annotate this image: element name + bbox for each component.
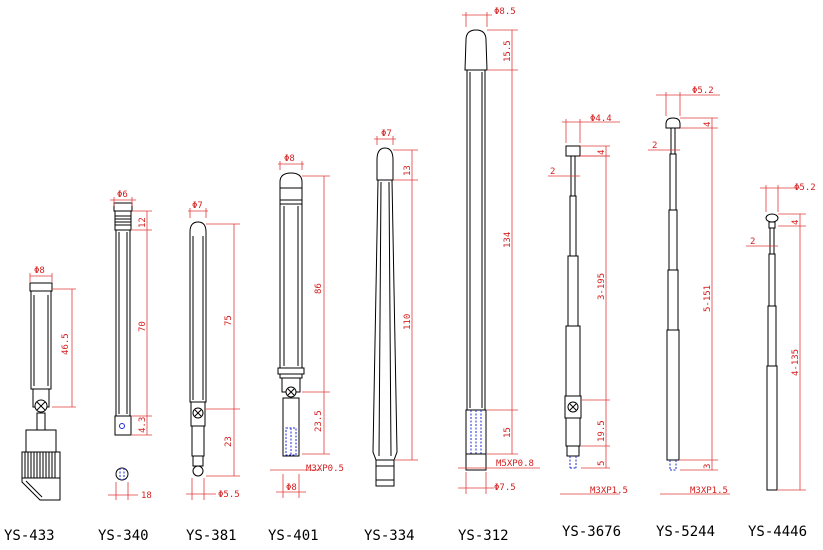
dim-lower: 23.5 [314, 410, 324, 432]
dim-length: 110 [403, 314, 413, 330]
dim-length: 134 [503, 232, 513, 248]
antenna-ys-334: Φ7 13 110 YS-334 [364, 129, 418, 544]
dim-diameter: Φ6 [117, 190, 128, 200]
dim-length: 5-151 [703, 285, 713, 312]
model-label: YS-401 [268, 528, 319, 544]
dim-top: 4 [791, 220, 801, 225]
dim-top: 4 [703, 122, 713, 127]
antenna-ys-4446: Φ5.2 4 2 4-135 YS-4446 [746, 183, 816, 540]
dim-lower: 19.5 [597, 420, 607, 442]
dim-lower: 23 [224, 436, 234, 447]
model-label: YS-340 [98, 528, 149, 544]
dim-bottom: Φ8 [286, 483, 297, 493]
dim-diameter: Φ5.2 [692, 86, 714, 96]
dim-length: 4-135 [791, 349, 801, 376]
dim-tip: 2 [550, 167, 555, 177]
dim-top: 4 [597, 150, 607, 155]
dim-top: 12 [138, 217, 148, 228]
model-label: YS-5244 [656, 524, 715, 540]
dim-length: 86 [314, 283, 324, 294]
dim-top: 15.5 [503, 40, 513, 62]
model-label: YS-334 [364, 528, 415, 544]
dim-bottom: Φ5.5 [218, 490, 240, 500]
antenna-ys-401: Φ8 86 23.5 M3XP0.5 Φ8 YS-401 [268, 154, 344, 544]
dim-thread: M5XP0.8 [496, 459, 534, 469]
dim-diameter: Φ8 [34, 266, 45, 276]
dim-thread: M3XP1.5 [590, 486, 628, 496]
antenna-ys-5244: Φ5.2 4 2 5-151 3 M3XP1.5 YS-5244 [648, 86, 730, 540]
model-label: YS-433 [4, 528, 55, 544]
antenna-ys-312: Φ8.5 15.5 134 15 M5XP0.8 Φ7.5 YS-312 [458, 7, 540, 544]
dim-base: 4.3 [138, 417, 148, 433]
antenna-ys-340: Φ6 12 70 4.3 18 YS-340 [98, 190, 152, 544]
model-label: YS-312 [458, 528, 509, 544]
dim-lower: 15 [503, 427, 513, 438]
model-label: YS-4446 [748, 524, 807, 540]
dim-diameter: Φ8 [284, 154, 295, 164]
dim-bottom: Φ7.5 [494, 483, 516, 493]
antenna-ys-433: Φ8 46.5 YS-433 [4, 266, 76, 544]
dim-diameter: Φ7 [381, 129, 392, 139]
dim-thread: M3XP1.5 [690, 486, 728, 496]
dim-thread: M3XP0.5 [306, 464, 344, 474]
dim-diameter: Φ4.4 [590, 114, 612, 124]
dim-base: 5 [597, 461, 607, 466]
dim-tip: 2 [750, 237, 755, 247]
model-label: YS-3676 [562, 524, 621, 540]
dim-base: 3 [703, 464, 713, 469]
model-label: YS-381 [186, 528, 237, 544]
dim-length: 70 [138, 321, 148, 332]
dim-length: 75 [224, 315, 234, 326]
dim-bottom: 18 [141, 491, 152, 501]
dim-diameter: Φ8.5 [494, 7, 516, 17]
dim-diameter: Φ5.2 [794, 183, 816, 193]
dim-diameter: Φ7 [192, 201, 203, 211]
dim-top: 13 [403, 165, 413, 176]
dim-tip: 2 [652, 141, 657, 151]
dim-length: 3-195 [597, 273, 607, 300]
dim-length: 46.5 [61, 333, 71, 355]
antenna-ys-3676: Φ4.4 4 2 3-195 19.5 5 M3XP1.5 YS-3676 [548, 114, 628, 540]
antenna-ys-381: Φ7 75 23 Φ5.5 YS-381 [186, 201, 240, 544]
